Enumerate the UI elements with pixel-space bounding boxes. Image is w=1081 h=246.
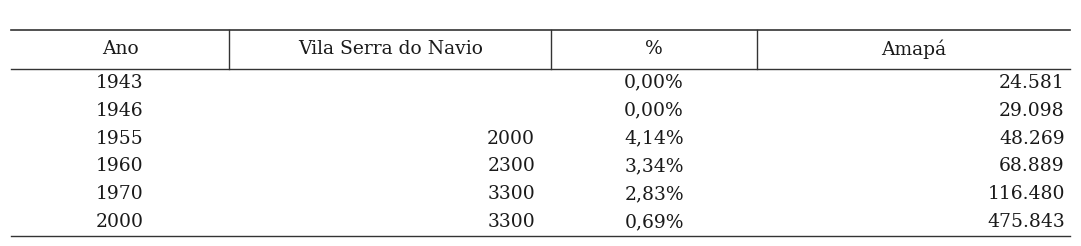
Text: 3300: 3300 xyxy=(488,213,535,231)
Text: Ano: Ano xyxy=(102,40,138,58)
Text: 2000: 2000 xyxy=(488,130,535,148)
Text: 68.889: 68.889 xyxy=(999,157,1065,175)
Text: 2000: 2000 xyxy=(96,213,144,231)
Text: 2300: 2300 xyxy=(488,157,535,175)
Text: 1970: 1970 xyxy=(96,185,144,203)
Text: 3,34%: 3,34% xyxy=(624,157,684,175)
Text: 48.269: 48.269 xyxy=(999,130,1065,148)
Text: 24.581: 24.581 xyxy=(999,74,1065,92)
Text: 29.098: 29.098 xyxy=(999,102,1065,120)
Text: 0,00%: 0,00% xyxy=(624,102,684,120)
Text: 1943: 1943 xyxy=(96,74,144,92)
Text: 475.843: 475.843 xyxy=(987,213,1065,231)
Text: Vila Serra do Navio: Vila Serra do Navio xyxy=(297,40,483,58)
Text: 2,83%: 2,83% xyxy=(624,185,684,203)
Text: 0,69%: 0,69% xyxy=(624,213,684,231)
Text: %: % xyxy=(645,40,663,58)
Text: 4,14%: 4,14% xyxy=(624,130,684,148)
Text: 1946: 1946 xyxy=(96,102,144,120)
Text: Amapá: Amapá xyxy=(881,39,946,59)
Text: 1955: 1955 xyxy=(96,130,144,148)
Text: 1960: 1960 xyxy=(96,157,144,175)
Text: 3300: 3300 xyxy=(488,185,535,203)
Text: 116.480: 116.480 xyxy=(987,185,1065,203)
Text: 0,00%: 0,00% xyxy=(624,74,684,92)
